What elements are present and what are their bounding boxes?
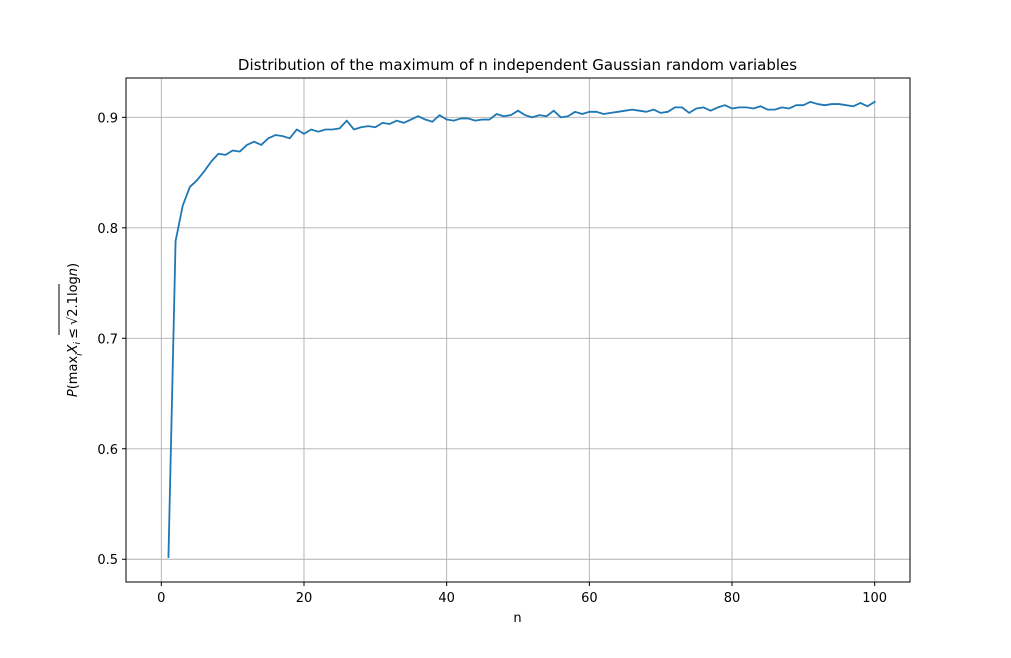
y-tick-label: 0.6 [97, 443, 118, 458]
y-tick-label: 0.9 [97, 111, 118, 126]
x-tick-label: 80 [724, 591, 741, 606]
axis-ticks: 0 20 40 60 80 100 0.5 0.6 0.7 0.8 0.9 [97, 111, 887, 606]
x-tick-label: 100 [862, 591, 887, 606]
x-tick-label: 40 [438, 591, 455, 606]
y-axis-label-open: ( [66, 384, 81, 389]
y-axis-label-max: max [66, 356, 81, 385]
x-tick-label: 60 [581, 591, 598, 606]
y-axis-label: P(maxiXi≤√2.1logn) [58, 263, 85, 397]
y-axis-label-p: P [66, 389, 81, 397]
y-axis-label-leq: ≤ [66, 328, 81, 339]
plot-frame [125, 77, 911, 583]
svg-text:P(maxiXi≤√2.1logn): P(maxiXi≤√2.1logn) [66, 263, 85, 397]
x-tick-label: 20 [296, 591, 313, 606]
grid-lines [126, 78, 910, 582]
y-axis-label-expr: 2.1log [66, 276, 81, 317]
series-line-0 [167, 100, 876, 558]
y-tick-label: 0.7 [97, 332, 118, 347]
y-axis-label-x: X [66, 343, 81, 354]
y-axis-label-sqrt: √ [66, 316, 81, 325]
x-axis-label: n [513, 611, 521, 626]
y-tick-label: 0.8 [97, 222, 118, 237]
chart-title: Distribution of the maximum of n indepen… [238, 56, 797, 74]
series-layer [167, 100, 876, 558]
x-tick-label: 0 [157, 591, 165, 606]
y-axis-label-close: ) [66, 263, 81, 268]
y-axis-label-x-sub-i: i [73, 341, 83, 344]
y-axis-label-sub-i: i [75, 353, 85, 356]
y-tick-label: 0.5 [97, 553, 118, 568]
y-axis-label-n: n [66, 268, 81, 276]
